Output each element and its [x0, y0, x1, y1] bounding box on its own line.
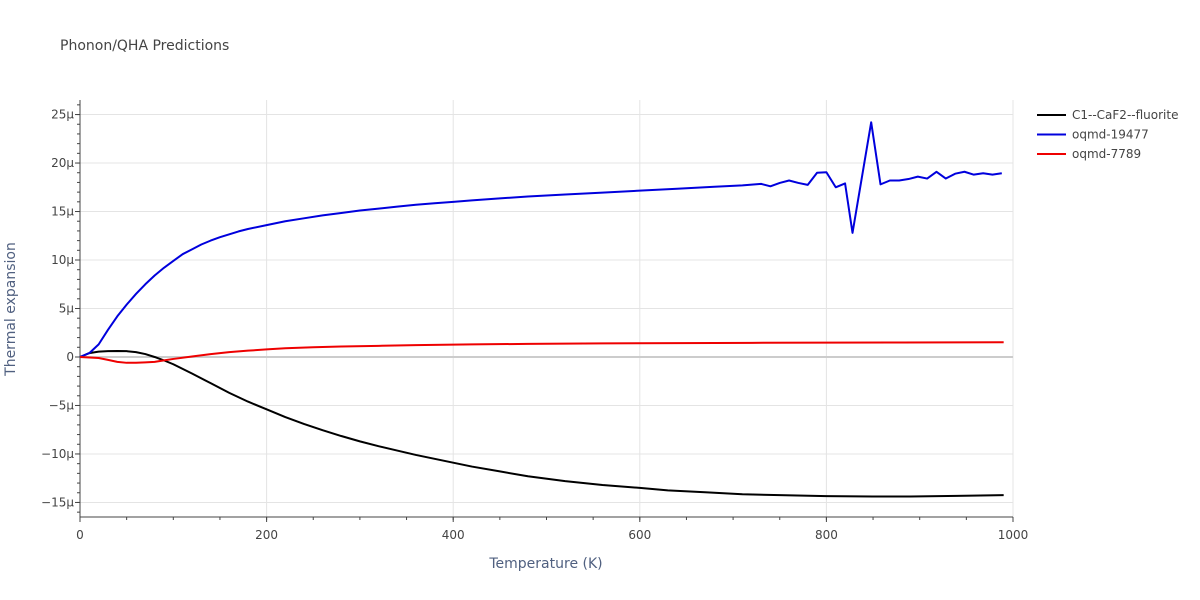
grid-lines: [80, 100, 1014, 517]
series-line-oqmd-7789[interactable]: [79, 341, 1004, 364]
y-tick-label: 15μ: [51, 205, 74, 219]
x-tick-label: 0: [76, 528, 84, 542]
x-tick-label: 600: [628, 528, 651, 542]
y-tick-label: 25μ: [51, 108, 74, 122]
y-tick-label: 5μ: [59, 302, 75, 316]
x-tick-label: 400: [442, 528, 465, 542]
x-tick-label: 800: [815, 528, 838, 542]
series-line-oqmd-19477[interactable]: [79, 121, 1002, 358]
x-tick-label: 1000: [998, 528, 1029, 542]
series-line-C1--CaF2--fluorite[interactable]: [79, 349, 1004, 498]
y-tick-label: 10μ: [51, 253, 74, 267]
legend-label: C1--CaF2--fluorite: [1072, 108, 1178, 122]
y-tick-label: −10μ: [41, 447, 74, 461]
y-tick-label: −5μ: [49, 398, 75, 412]
legend[interactable]: C1--CaF2--fluorite oqmd-19477 oqmd-7789: [1037, 108, 1178, 161]
legend-item[interactable]: oqmd-7789: [1037, 147, 1141, 161]
x-tick-label: 200: [255, 528, 278, 542]
y-tick-label: −15μ: [41, 495, 74, 509]
axes: 0 200 400 600 800 1000 −15μ −10μ −5μ 0 5μ 10μ 15μ 20μ…: [41, 100, 1028, 542]
y-tick-label: 20μ: [51, 156, 74, 170]
legend-item[interactable]: oqmd-19477: [1037, 128, 1149, 142]
y-axis-title: Thermal expansion: [3, 242, 19, 377]
legend-item[interactable]: C1--CaF2--fluorite: [1037, 108, 1178, 122]
legend-label: oqmd-7789: [1072, 147, 1141, 161]
y-tick-label: 0: [66, 350, 74, 364]
legend-label: oqmd-19477: [1072, 128, 1149, 142]
x-axis-title: Temperature (K): [488, 556, 602, 572]
chart-title: Phonon/QHA Predictions: [60, 38, 229, 54]
plot-area[interactable]: [79, 121, 1004, 498]
